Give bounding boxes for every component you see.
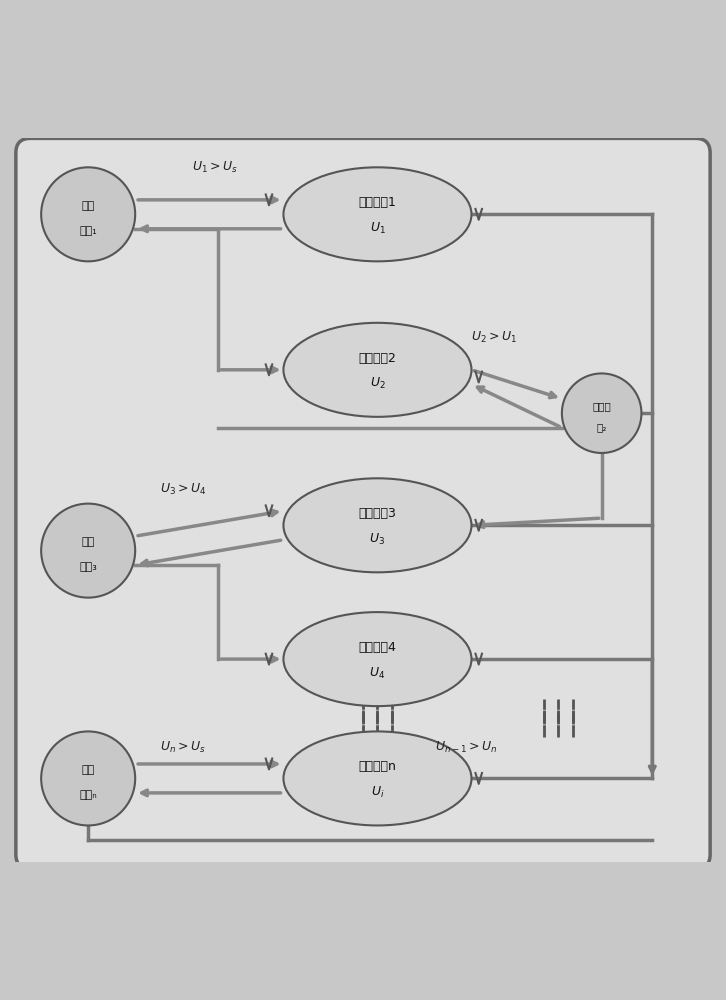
Text: 电池单体3: 电池单体3	[359, 507, 396, 520]
Text: 电池单体4: 电池单体4	[359, 641, 396, 654]
Text: 模块ₙ: 模块ₙ	[79, 790, 97, 800]
Text: $U_3$: $U_3$	[370, 532, 386, 547]
Circle shape	[41, 731, 135, 825]
Text: $U_i$: $U_i$	[371, 785, 384, 800]
Ellipse shape	[283, 612, 471, 706]
Text: $U_2>U_1$: $U_2>U_1$	[471, 330, 518, 345]
Text: $U_{n-1}>U_n$: $U_{n-1}>U_n$	[436, 740, 498, 755]
Text: 均衡: 均衡	[81, 201, 95, 211]
Text: 均衡: 均衡	[81, 765, 95, 775]
Circle shape	[41, 504, 135, 598]
Text: 模块₃: 模块₃	[79, 562, 97, 572]
Text: 电池单体n: 电池单体n	[359, 760, 396, 773]
Text: $U_3>U_4$: $U_3>U_4$	[160, 482, 207, 497]
Ellipse shape	[283, 167, 471, 261]
Text: 均衡: 均衡	[81, 537, 95, 547]
FancyBboxPatch shape	[16, 138, 710, 869]
Text: $U_1$: $U_1$	[370, 221, 386, 236]
Text: $U_2$: $U_2$	[370, 376, 386, 391]
Ellipse shape	[283, 323, 471, 417]
Text: 均衡模: 均衡模	[592, 401, 611, 411]
Ellipse shape	[283, 478, 471, 572]
Text: $U_4$: $U_4$	[370, 666, 386, 681]
Ellipse shape	[283, 731, 471, 825]
Text: 模块₁: 模块₁	[79, 226, 97, 236]
Text: $U_n>U_s$: $U_n>U_s$	[160, 740, 206, 755]
Text: 块₂: 块₂	[597, 422, 607, 432]
Text: 电池单体2: 电池单体2	[359, 352, 396, 365]
Circle shape	[562, 373, 642, 453]
Text: 电池单体1: 电池单体1	[359, 196, 396, 209]
Text: $U_1>U_s$: $U_1>U_s$	[192, 159, 237, 175]
Circle shape	[41, 167, 135, 261]
